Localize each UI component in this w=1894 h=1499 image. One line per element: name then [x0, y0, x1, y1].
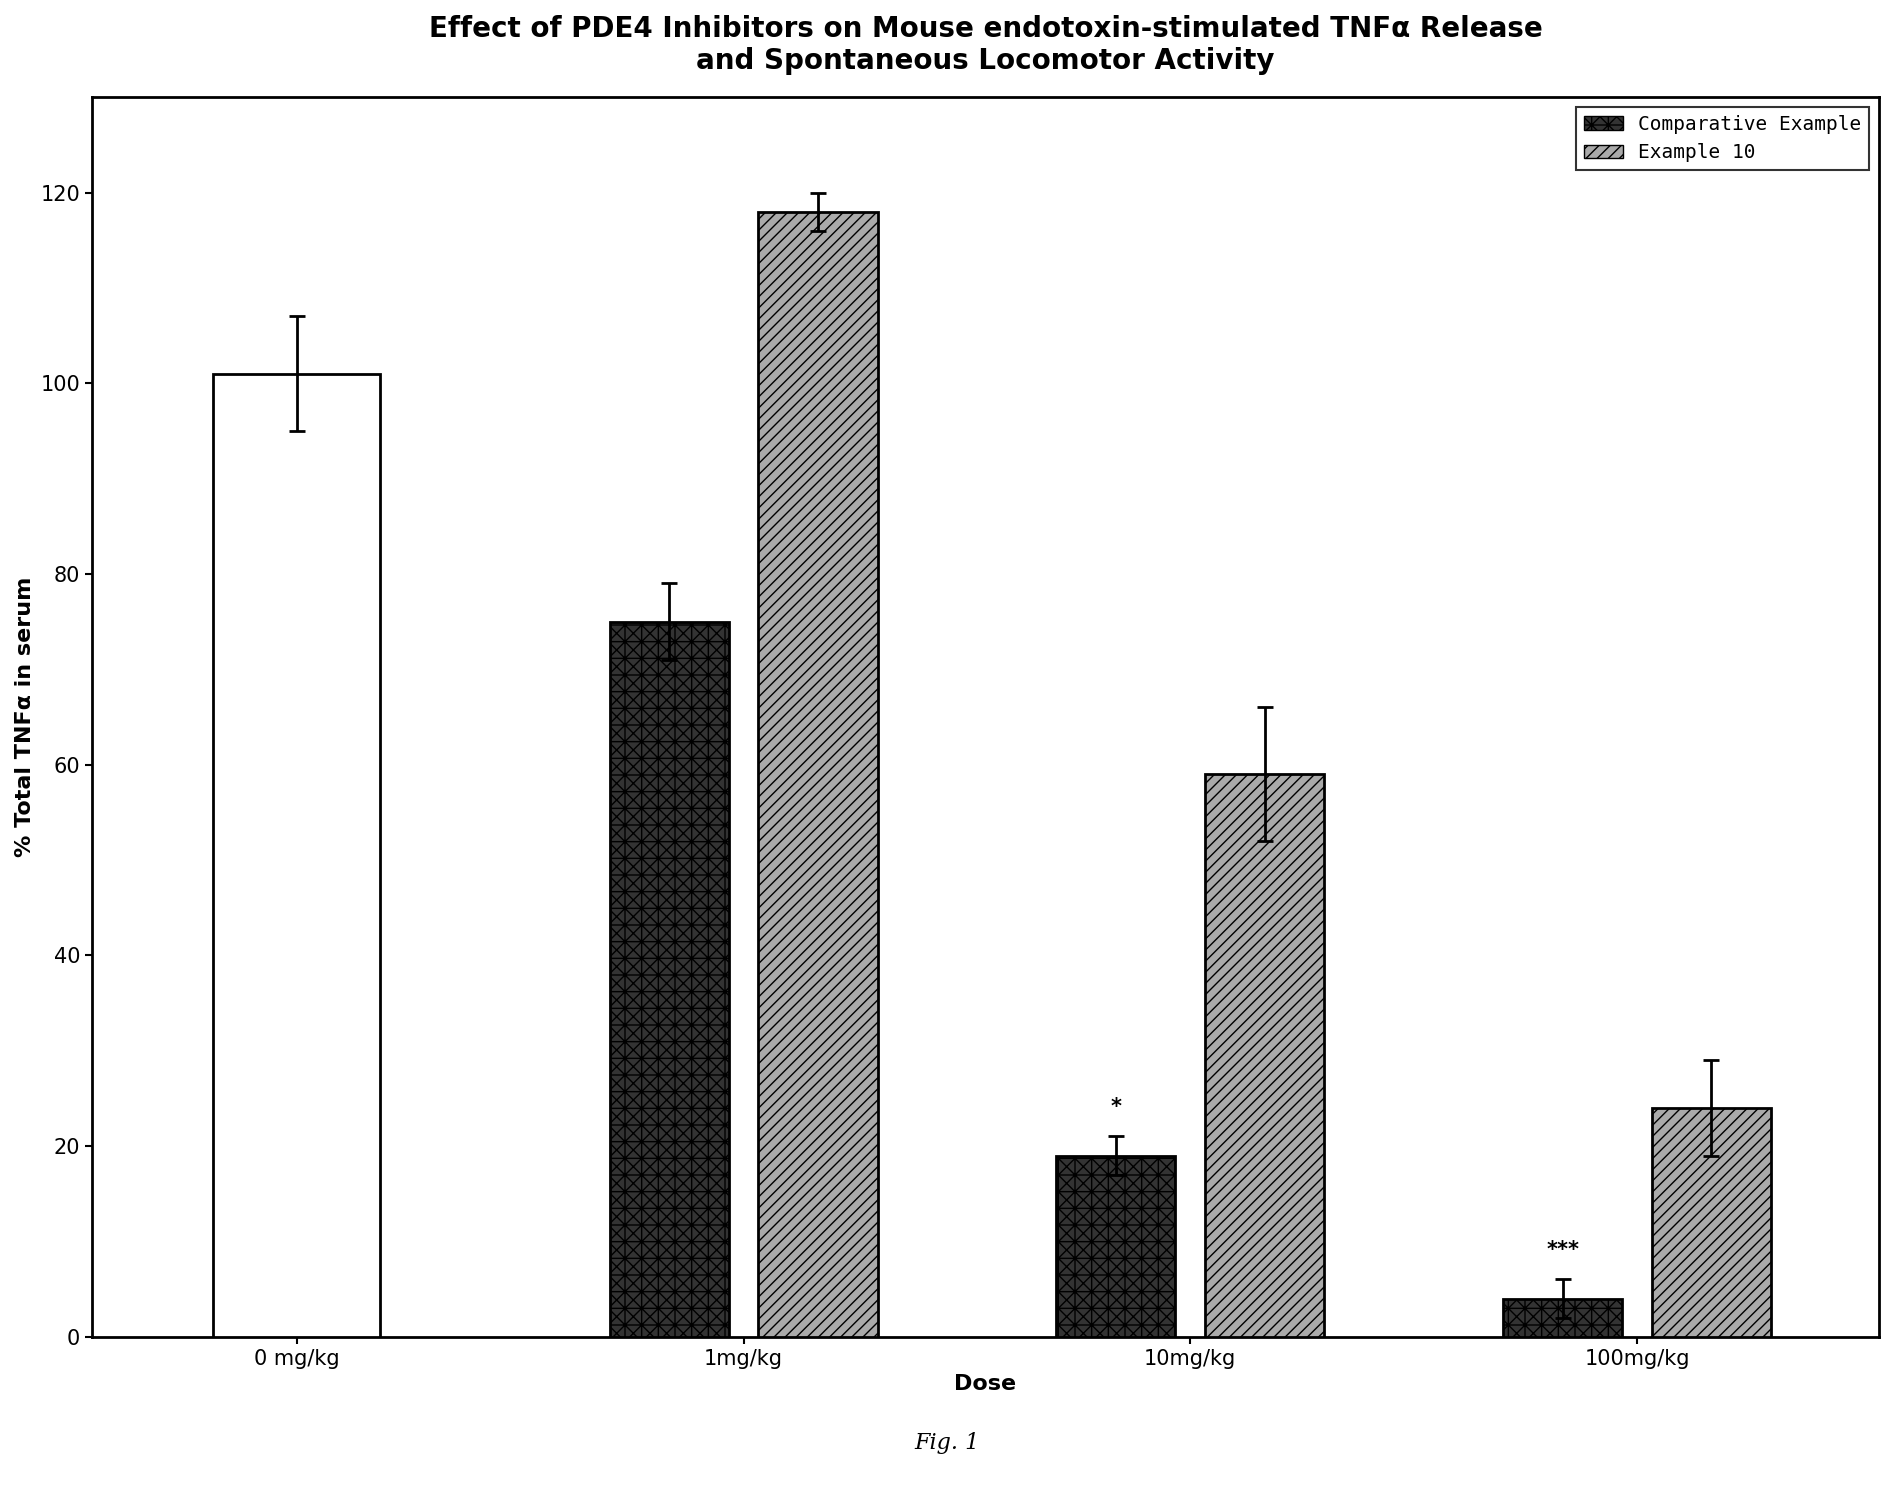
Bar — [1057, 1156, 1176, 1337]
Bar — [214, 373, 381, 1337]
Bar — [1205, 773, 1324, 1337]
Bar — [1504, 1298, 1621, 1337]
Bar — [1652, 1108, 1771, 1337]
Title: Effect of PDE4 Inhibitors on Mouse endotoxin-stimulated TNFα Release
and Spontan: Effect of PDE4 Inhibitors on Mouse endot… — [428, 15, 1542, 75]
X-axis label: Dose: Dose — [955, 1375, 1017, 1394]
Text: Fig. 1: Fig. 1 — [915, 1432, 979, 1454]
Legend: Comparative Example, Example 10: Comparative Example, Example 10 — [1576, 106, 1869, 171]
Bar — [610, 622, 729, 1337]
Bar — [758, 211, 877, 1337]
Text: *: * — [1110, 1097, 1121, 1117]
Y-axis label: % Total TNFα in serum: % Total TNFα in serum — [15, 577, 34, 857]
Text: ***: *** — [1546, 1240, 1580, 1261]
